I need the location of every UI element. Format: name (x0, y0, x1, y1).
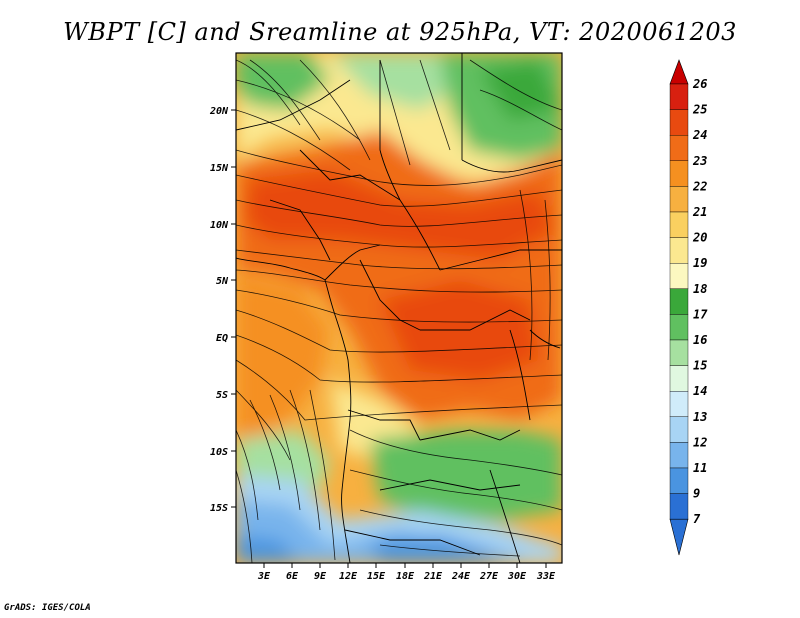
colorbar-label: 9 (693, 487, 700, 501)
colorbar-swatch (669, 237, 689, 264)
lat-tick-label: 10S (210, 447, 228, 458)
colorbar-swatch (669, 109, 689, 136)
lat-tick-label: 15N (210, 163, 229, 174)
colorbar-label: 21 (692, 205, 707, 219)
lon-tick-label: 24E (451, 571, 471, 582)
colorbar-label: 11 (693, 461, 707, 475)
lon-tick-label: 9E (314, 571, 327, 582)
colorbar-label: 22 (692, 179, 707, 193)
colorbar-label: 13 (693, 410, 707, 424)
lat-tick-label: 5S (216, 390, 228, 401)
colorbar-swatch (669, 314, 689, 341)
lat-tick-label: EQ (216, 333, 228, 344)
grads-credit: GrADS: IGES/COLA (4, 603, 91, 613)
colorbar-swatch (669, 288, 689, 315)
colorbar-swatch (669, 339, 689, 366)
colorbar-swatch (669, 83, 689, 110)
lat-tick-label: 20N (209, 106, 229, 117)
map-title: WBPT [C] and Sreamline at 925hPa, VT: 20… (63, 18, 737, 46)
lon-tick-label: 33E (536, 571, 556, 582)
colorbar-swatch (669, 391, 689, 418)
lon-tick-label: 27E (479, 571, 499, 582)
lat-tick-label: 15S (210, 503, 228, 514)
lon-tick-label: 6E (286, 571, 299, 582)
map-frame (235, 52, 563, 564)
colorbar-swatch (669, 160, 689, 187)
colorbar-swatch (669, 416, 689, 443)
colorbar-label: 14 (693, 384, 707, 398)
colorbar-swatch (669, 493, 689, 520)
colorbar-label: 23 (692, 154, 707, 168)
colorbar-label: 20 (692, 231, 707, 245)
lat-tick-label: 10N (210, 220, 229, 231)
colorbar-swatch (669, 442, 689, 469)
colorbar-label: 12 (693, 435, 707, 449)
lon-tick-label: 3E (257, 571, 271, 582)
wbpt-field (236, 53, 562, 563)
colorbar-label: 7 (693, 512, 701, 526)
streamlines (236, 59, 562, 563)
longitude-axis: 3E 6E 9E 12E 15E 18E 21E 24E 27E 30E 33E (257, 563, 556, 582)
latitude-axis: 20N 15N 10N 5N EQ 5S 10S 15S (209, 106, 236, 514)
lat-tick-label: 5N (216, 276, 229, 287)
colorbar-label: 18 (693, 282, 707, 296)
lon-tick-label: 15E (367, 571, 386, 582)
lon-tick-label: 18E (396, 571, 415, 582)
colorbar-swatch (669, 365, 689, 392)
colorbar-label: 24 (692, 128, 707, 142)
colorbar-label: 17 (693, 307, 708, 321)
lon-tick-label: 30E (507, 571, 527, 582)
colorbar-label: 19 (693, 256, 707, 270)
lon-tick-label: 12E (339, 571, 358, 582)
colorbar-label: 26 (692, 77, 707, 91)
colorbar-label: 15 (693, 359, 707, 373)
country-borders (236, 53, 562, 563)
lon-tick-label: 21E (423, 571, 443, 582)
colorbar-bottom-arrow (669, 518, 689, 556)
colorbar-swatch (669, 211, 689, 238)
colorbar-swatch (669, 467, 689, 494)
colorbar-top-arrow (669, 59, 689, 85)
colorbar-label: 16 (693, 333, 707, 347)
colorbar-label: 25 (692, 103, 707, 117)
colorbar-swatch (669, 186, 689, 213)
colorbar-swatch (669, 263, 689, 290)
colorbar: 26 25 24 23 22 21 20 19 18 17 16 15 14 1… (669, 59, 708, 556)
colorbar-swatch (669, 134, 689, 161)
